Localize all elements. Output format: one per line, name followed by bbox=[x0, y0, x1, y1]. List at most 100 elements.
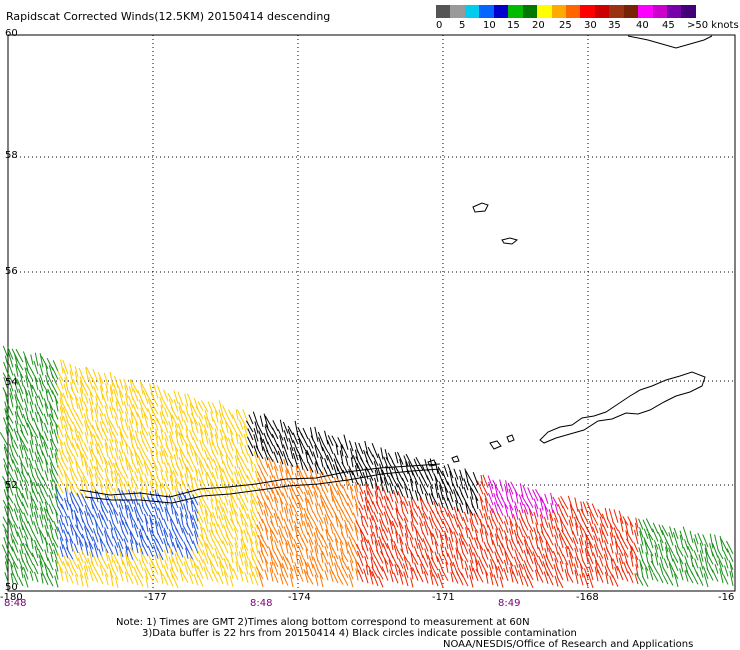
wind-barb bbox=[56, 559, 64, 574]
wind-barb bbox=[302, 483, 309, 496]
wind-barb bbox=[141, 525, 149, 540]
wind-barb bbox=[293, 520, 299, 533]
wind-barb bbox=[249, 572, 254, 585]
wind-barb bbox=[214, 547, 219, 559]
wind-barb bbox=[352, 455, 359, 469]
wind-barb bbox=[395, 507, 404, 521]
wind-barb bbox=[183, 561, 189, 575]
wind-barb bbox=[222, 540, 229, 554]
wind-barb bbox=[62, 392, 69, 407]
wind-barb bbox=[182, 525, 189, 535]
wind-barb bbox=[207, 401, 214, 414]
wind-barb bbox=[76, 422, 84, 435]
wind-barb bbox=[82, 490, 89, 500]
wind-barb bbox=[539, 496, 544, 511]
wind-barb bbox=[292, 505, 299, 517]
wind-barb bbox=[698, 554, 704, 570]
wind-barb bbox=[77, 557, 84, 571]
wind-barb bbox=[197, 468, 204, 483]
wind-barb bbox=[214, 496, 219, 511]
wind-barb bbox=[584, 548, 589, 563]
wind-barb bbox=[683, 546, 689, 558]
wind-barb bbox=[5, 417, 14, 432]
wind-barb bbox=[364, 497, 369, 512]
wind-barb bbox=[567, 495, 574, 511]
wind-barb bbox=[418, 539, 424, 551]
wind-barb bbox=[586, 526, 594, 541]
wind-barb bbox=[634, 529, 639, 545]
wind-barb bbox=[333, 458, 339, 472]
wind-barb bbox=[99, 377, 104, 392]
wind-barb bbox=[200, 495, 209, 509]
wind-barb bbox=[388, 475, 394, 487]
wind-barb bbox=[146, 535, 154, 550]
wind-barb bbox=[47, 531, 54, 547]
wind-barb bbox=[480, 481, 489, 496]
wind-barb bbox=[468, 508, 474, 524]
wind-barb bbox=[214, 467, 219, 479]
wind-barb bbox=[582, 559, 589, 571]
wind-barb bbox=[165, 444, 174, 459]
wind-barb bbox=[112, 536, 119, 548]
wind-barb bbox=[569, 504, 574, 519]
wind-barb bbox=[412, 507, 419, 517]
wind-barb bbox=[48, 494, 54, 507]
wind-barb bbox=[175, 462, 184, 478]
wind-barb bbox=[326, 464, 334, 479]
wind-barb bbox=[184, 464, 189, 479]
wind-barb bbox=[579, 548, 584, 562]
wind-barb bbox=[219, 450, 224, 465]
wind-barb bbox=[153, 419, 159, 431]
wind-barb bbox=[62, 359, 69, 375]
wind-barb bbox=[56, 551, 64, 566]
wind-barb bbox=[97, 448, 104, 464]
wind-barb bbox=[31, 552, 39, 567]
wind-barb bbox=[488, 564, 494, 578]
alaska-peninsula-coastline bbox=[539, 371, 706, 444]
wind-barb bbox=[317, 431, 324, 444]
wind-barb bbox=[90, 408, 94, 421]
wind-barb bbox=[67, 446, 74, 456]
legend-label-9: 45 bbox=[662, 20, 675, 31]
wind-barb bbox=[355, 568, 359, 581]
wind-barb bbox=[388, 519, 394, 535]
wind-barb bbox=[479, 528, 484, 543]
wind-barb bbox=[272, 482, 279, 496]
wind-barb bbox=[151, 560, 159, 575]
wind-barb bbox=[575, 522, 579, 536]
wind-barb bbox=[483, 513, 489, 528]
wind-barb bbox=[288, 437, 294, 452]
wind-barb bbox=[54, 575, 59, 588]
wind-barb bbox=[4, 392, 9, 407]
wind-barb bbox=[689, 530, 694, 544]
wind-barb bbox=[38, 432, 44, 448]
wind-barb bbox=[640, 543, 644, 554]
wind-barb bbox=[386, 496, 394, 511]
wind-barb bbox=[583, 568, 589, 579]
wind-barb bbox=[283, 436, 289, 450]
wind-barb bbox=[573, 563, 579, 577]
wind-barb bbox=[163, 518, 169, 530]
wind-barb bbox=[64, 497, 69, 511]
wind-barb bbox=[62, 415, 69, 431]
wind-barb bbox=[81, 533, 89, 548]
wind-barb bbox=[155, 483, 159, 495]
wind-barb bbox=[353, 495, 359, 509]
wind-barb bbox=[108, 428, 114, 443]
wind-barb bbox=[364, 468, 369, 480]
wind-barb bbox=[156, 417, 164, 433]
wind-barb bbox=[303, 533, 309, 544]
wind-barb bbox=[14, 394, 19, 409]
wind-barb bbox=[140, 407, 144, 419]
wind-barb bbox=[62, 407, 69, 423]
wind-barb bbox=[305, 451, 309, 464]
wind-barb bbox=[225, 525, 234, 540]
wind-barb bbox=[117, 472, 124, 486]
wind-barb bbox=[599, 527, 604, 543]
wind-barb bbox=[317, 448, 324, 460]
wind-barb bbox=[29, 410, 34, 421]
wind-barb bbox=[69, 503, 74, 520]
wind-barb bbox=[350, 457, 354, 468]
wind-barb bbox=[18, 388, 24, 403]
wind-barb bbox=[310, 550, 314, 561]
